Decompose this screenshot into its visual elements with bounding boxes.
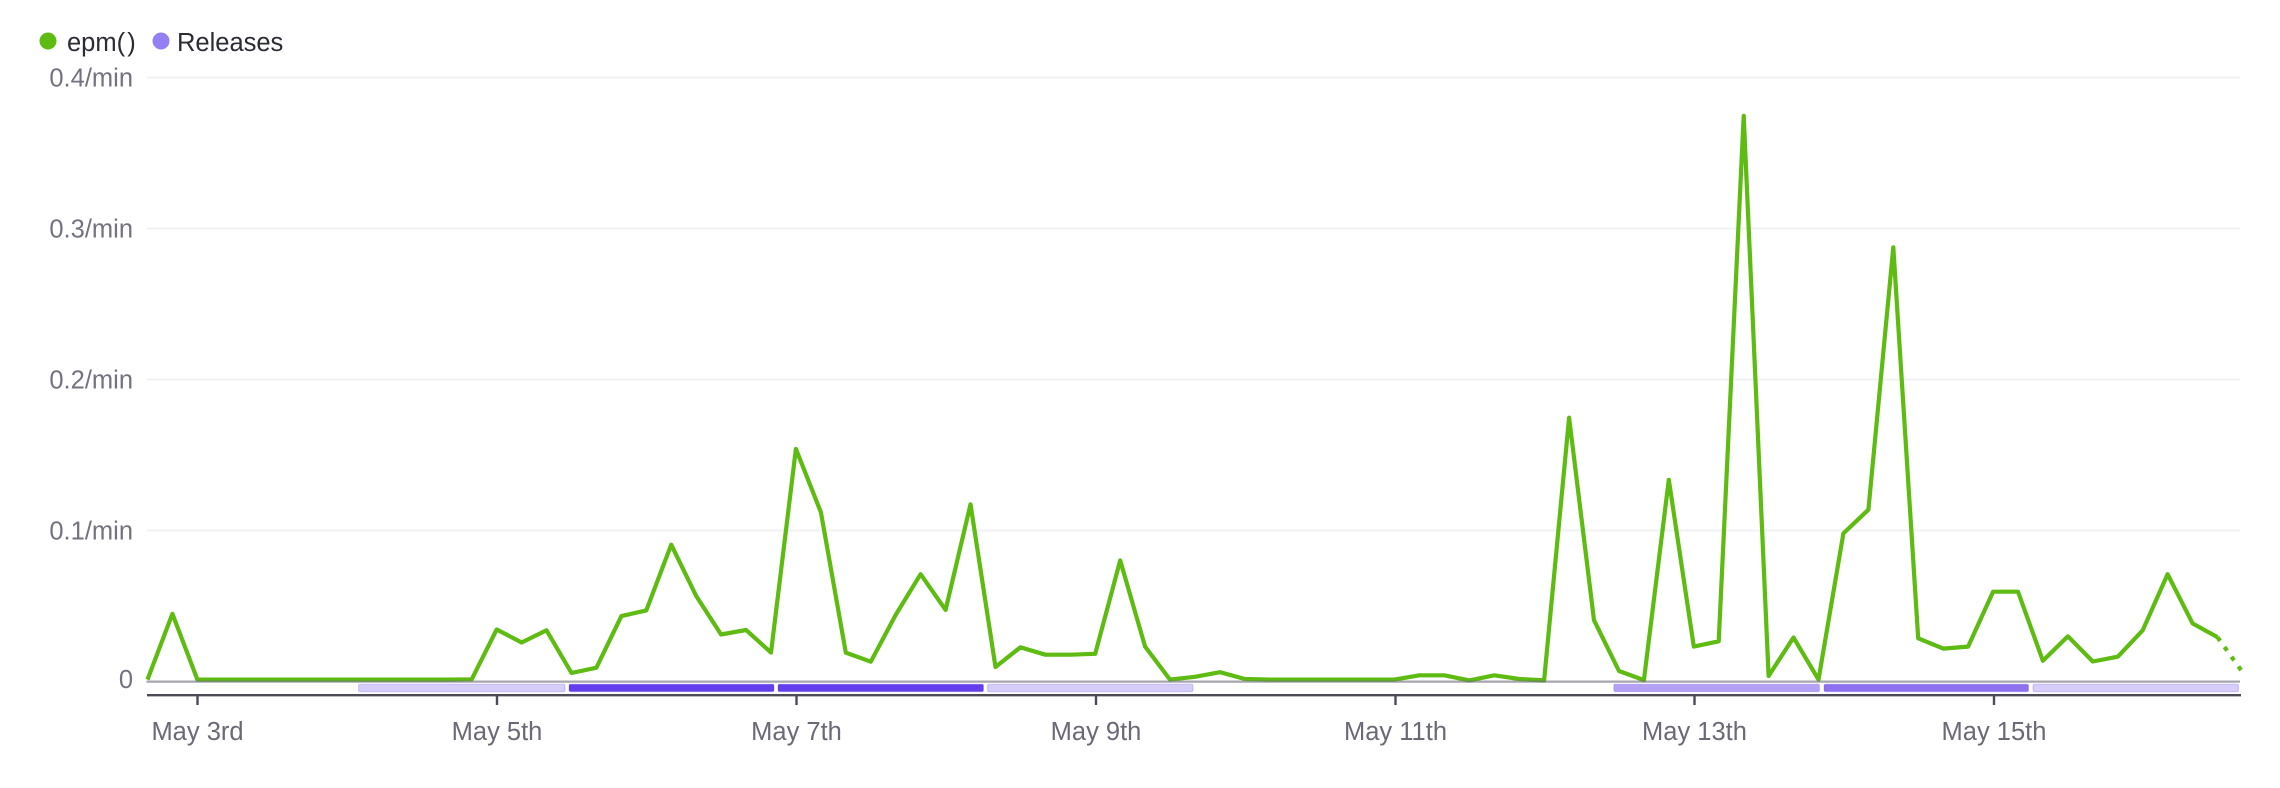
svg-text:0.3/min: 0.3/min [49,216,133,244]
svg-text:May 3rd: May 3rd [151,718,243,746]
svg-text:0.1/min: 0.1/min [49,518,133,546]
svg-text:May 9th: May 9th [1051,718,1142,746]
svg-text:May 13th: May 13th [1642,718,1747,746]
svg-text:May 15th: May 15th [1942,718,2047,746]
svg-text:May 5th: May 5th [452,718,543,746]
svg-text:0.2/min: 0.2/min [49,367,133,395]
svg-text:0.4/min: 0.4/min [49,65,133,93]
svg-text:epm( ): epm( ) [67,29,136,57]
svg-text:0: 0 [119,666,133,694]
svg-text:May 7th: May 7th [751,718,842,746]
svg-text:May 11th: May 11th [1344,718,1447,746]
svg-text:Releases: Releases [177,29,283,57]
